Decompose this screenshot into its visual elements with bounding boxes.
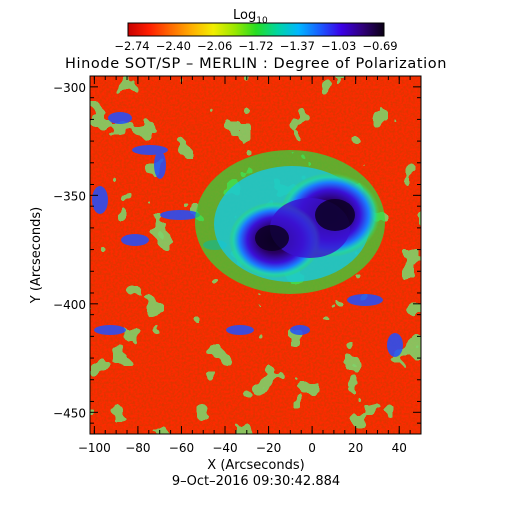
x-tick-label: 40 — [392, 441, 407, 455]
x-tick-label: 0 — [308, 441, 316, 455]
x-tick-label: −80 — [125, 441, 150, 455]
colorbar — [127, 22, 385, 37]
sunspot — [195, 150, 385, 294]
colorbar-tick-label: −1.72 — [238, 39, 273, 53]
y-tick-label: −350 — [53, 189, 86, 203]
y-axis-ticks: −300 −350 −400 −450 — [53, 75, 421, 424]
x-axis-ticks: −100 −80 −60 −40 −20 0 20 40 — [78, 76, 422, 455]
x-axis-label: X (Arcseconds) — [207, 458, 304, 473]
colorbar-tick-label: −1.37 — [280, 39, 315, 53]
polarization-map — [90, 76, 421, 434]
y-tick-label: −300 — [53, 81, 86, 95]
y-tick-label: −400 — [53, 298, 86, 312]
colorbar-tick-label: −2.06 — [197, 39, 232, 53]
plot-frame — [89, 75, 422, 435]
colorbar-tick-label: −2.40 — [156, 39, 191, 53]
plot-title: Hinode SOT/SP – MERLIN : Degree of Polar… — [65, 56, 447, 72]
x-tick-label: −100 — [78, 441, 111, 455]
colorbar-label: Log10 — [233, 8, 268, 26]
colorbar-tick-label: −1.03 — [321, 39, 356, 53]
y-tick-label: −450 — [53, 406, 86, 420]
colorbar-tick-labels: −2.74 −2.40 −2.06 −1.72 −1.37 −1.03 −0.69 — [114, 39, 397, 53]
x-tick-label: −20 — [256, 441, 281, 455]
timestamp: 9–Oct–2016 09:30:42.884 — [172, 474, 340, 489]
colorbar-tick-label: −2.74 — [114, 39, 149, 53]
colorbar-tick-label: −0.69 — [362, 39, 397, 53]
x-tick-label: −60 — [169, 441, 194, 455]
y-axis-label: Y (Arcseconds) — [29, 207, 44, 304]
x-tick-label: −40 — [212, 441, 237, 455]
x-tick-label: 20 — [348, 441, 363, 455]
